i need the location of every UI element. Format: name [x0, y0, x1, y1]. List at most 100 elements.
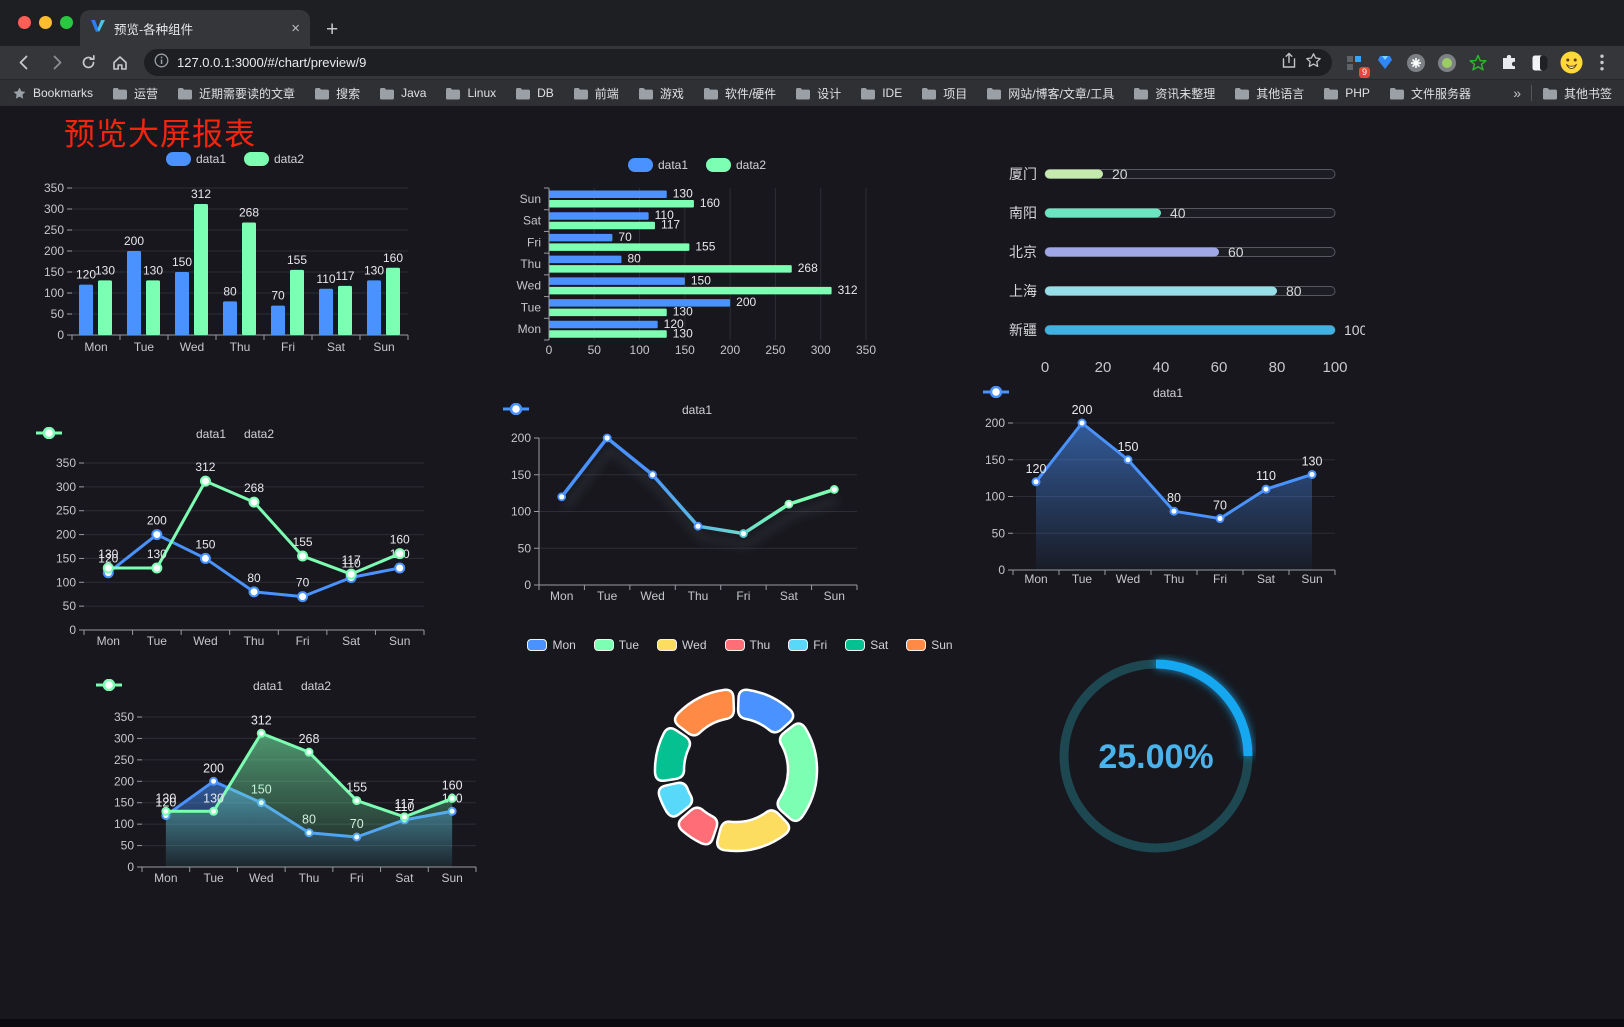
- legend-item-Fri[interactable]: Fri: [788, 638, 827, 652]
- window-close-button[interactable]: [18, 16, 31, 29]
- horizontal-bar-chart[interactable]: data1 data2 0 50 100 150 200 250 300 350 Sun 130 160…: [503, 152, 891, 366]
- bookmark-folder[interactable]: 游戏: [638, 85, 684, 102]
- legend-item-Sun[interactable]: Sun: [906, 638, 953, 652]
- svg-text:117: 117: [342, 553, 361, 567]
- legend-item-Tue[interactable]: Tue: [593, 638, 639, 652]
- bookmark-folder[interactable]: 其他语言: [1234, 85, 1304, 102]
- legend-item-Sat[interactable]: Sat: [845, 638, 888, 652]
- svg-text:250: 250: [44, 223, 64, 237]
- bookmark-folder[interactable]: 运营: [112, 85, 158, 102]
- legend-swatch: [657, 639, 678, 651]
- other-bookmarks-folder[interactable]: 其他书签: [1542, 85, 1612, 102]
- chart-canvas[interactable]: 0 50 100 150 200 250 300 350 Mon Tue Wed Thu Fri Sat S…: [36, 146, 434, 364]
- legend-item-data2[interactable]: data2: [244, 152, 304, 166]
- chart-canvas[interactable]: 25.00%: [1056, 654, 1256, 858]
- legend-item-data1[interactable]: data1: [165, 152, 226, 166]
- legend-item-Thu[interactable]: Thu: [724, 638, 770, 652]
- chart-canvas[interactable]: 0 50 100 150 200 Mon Tue Wed Thu Fri Sat Sun 120 200 1…: [983, 384, 1353, 596]
- svg-text:250: 250: [765, 343, 785, 357]
- window-minimize-button[interactable]: [39, 16, 52, 29]
- svg-text:0: 0: [998, 563, 1005, 577]
- svg-text:40: 40: [1170, 205, 1186, 221]
- extension-grid-icon[interactable]: 9: [1342, 51, 1370, 78]
- extension-record-icon[interactable]: [1435, 51, 1459, 75]
- chart-canvas[interactable]: 0 50 100 150 200 Mon Tue Wed Thu Fri Sat Sun: [503, 398, 891, 612]
- tab-title: 预览-各种组件: [114, 22, 194, 37]
- legend-item-data2[interactable]: data2: [96, 679, 331, 693]
- reload-icon[interactable]: [74, 49, 102, 77]
- bookmark-folder[interactable]: 设计: [795, 85, 841, 102]
- extension-gem-icon[interactable]: [1373, 51, 1397, 75]
- tab-close-icon[interactable]: ×: [291, 19, 300, 37]
- bookmark-folder[interactable]: 软件/硬件: [703, 85, 776, 102]
- bookmark-folder[interactable]: 文件服务器: [1389, 85, 1471, 102]
- url-text[interactable]: 127.0.0.1:3000/#/chart/preview/9: [177, 55, 367, 70]
- legend-item-data2[interactable]: data2: [36, 427, 274, 441]
- bookmark-star-icon[interactable]: [1305, 52, 1322, 74]
- folder-icon: [861, 87, 876, 99]
- bookmarks-manager[interactable]: Bookmarks: [12, 86, 93, 101]
- svg-text:250: 250: [56, 504, 76, 518]
- legend-item-data1[interactable]: data1: [983, 386, 1183, 400]
- bookmarks-overflow-chevron[interactable]: »: [1513, 85, 1521, 101]
- legend-item-Wed[interactable]: Wed: [657, 638, 707, 652]
- chart-canvas[interactable]: 0 50 100 150 200 250 300 350 Mon Tue Wed Thu Fri Sat S…: [36, 421, 434, 657]
- area-chart-double[interactable]: data1 data2 0 50 100 150 200 250 300 350 Mon Tue Wed…: [96, 671, 488, 897]
- bookmark-folder[interactable]: PHP: [1323, 86, 1370, 100]
- chart-canvas[interactable]: [545, 634, 935, 860]
- extension-puzzle-icon[interactable]: [1497, 51, 1521, 75]
- bookmark-folder[interactable]: 搜索: [314, 85, 360, 102]
- legend-swatch: [627, 158, 653, 172]
- bookmark-folder[interactable]: 项目: [921, 85, 967, 102]
- gradient-line-chart[interactable]: data1 0 50 100 150 200 Mon Tue Wed Thu Fri Sat Sun: [503, 398, 891, 612]
- bookmark-folder[interactable]: 网站/博客/文章/工具: [986, 85, 1114, 102]
- svg-text:120: 120: [664, 317, 684, 331]
- ring-progress-chart[interactable]: 25.00%: [1056, 654, 1256, 858]
- menu-kebab-icon[interactable]: [1590, 51, 1614, 75]
- grouped-bar-chart[interactable]: data1 data2 0 50 100 150 200 250 300 350 Mon Tue Wed…: [36, 146, 434, 364]
- svg-text:Sun: Sun: [373, 340, 394, 354]
- legend-item-data1[interactable]: data1: [503, 403, 712, 417]
- svg-text:Thu: Thu: [1164, 572, 1185, 586]
- legend-item-data2[interactable]: data2: [706, 158, 766, 172]
- weekday-donut-chart[interactable]: Mon Tue Wed Thu Fri Sat Sun: [527, 634, 953, 860]
- bookmark-folder[interactable]: Java: [379, 86, 426, 100]
- city-progress-chart[interactable]: 厦门 20 南阳 40 北京 60 上海 80 新疆 100 0 20 40 60 80 100: [985, 142, 1365, 390]
- svg-text:300: 300: [44, 202, 64, 216]
- svg-text:Sun: Sun: [824, 589, 845, 603]
- area-chart-single[interactable]: data1 0 50 100 150 200 Mon Tue Wed Thu Fri Sat Sun 12…: [983, 384, 1353, 596]
- svg-text:100: 100: [1344, 322, 1365, 338]
- extension-star-icon[interactable]: [1466, 51, 1490, 75]
- svg-text:Fri: Fri: [736, 589, 750, 603]
- window-zoom-button[interactable]: [60, 16, 73, 29]
- forward-icon[interactable]: [42, 49, 70, 77]
- site-info-icon[interactable]: [154, 53, 169, 73]
- extension-settings-icon[interactable]: [1404, 51, 1428, 75]
- extension-contrast-icon[interactable]: [1528, 51, 1552, 75]
- legend-item-data1[interactable]: data1: [96, 679, 283, 693]
- line-chart[interactable]: data1 data2 0 50 100 150 200 250 300 350 Mon Tue Wed…: [36, 421, 434, 657]
- browser-tab[interactable]: 预览-各种组件 ×: [80, 10, 310, 46]
- legend-item-data1[interactable]: data1: [36, 427, 226, 441]
- home-icon[interactable]: [106, 49, 134, 77]
- bookmark-folder[interactable]: 前端: [573, 85, 619, 102]
- chart-canvas[interactable]: 0 50 100 150 200 250 300 350 Mon Tue Wed Thu Fri Sat S…: [96, 671, 488, 897]
- profile-avatar[interactable]: [1559, 51, 1583, 75]
- svg-text:50: 50: [588, 343, 602, 357]
- svg-text:40: 40: [1153, 359, 1170, 376]
- chart-canvas[interactable]: 厦门 20 南阳 40 北京 60 上海 80 新疆 100 0 20 40 60 80 100: [985, 142, 1365, 390]
- bookmark-folder[interactable]: Linux: [445, 86, 496, 100]
- legend-item-data1[interactable]: data1: [627, 158, 688, 172]
- address-bar[interactable]: 127.0.0.1:3000/#/chart/preview/9: [144, 49, 1332, 76]
- bookmark-folder[interactable]: DB: [515, 86, 554, 100]
- bookmark-folder[interactable]: 资讯未整理: [1133, 85, 1215, 102]
- extensions-area: 9: [1342, 51, 1614, 78]
- share-icon[interactable]: [1281, 52, 1297, 74]
- bookmark-folder[interactable]: 近期需要读的文章: [177, 85, 295, 102]
- svg-text:155: 155: [287, 253, 307, 267]
- new-tab-button[interactable]: +: [326, 18, 339, 41]
- bookmark-folder[interactable]: IDE: [860, 86, 902, 100]
- back-icon[interactable]: [10, 49, 38, 77]
- legend-item-Mon[interactable]: Mon: [527, 638, 576, 652]
